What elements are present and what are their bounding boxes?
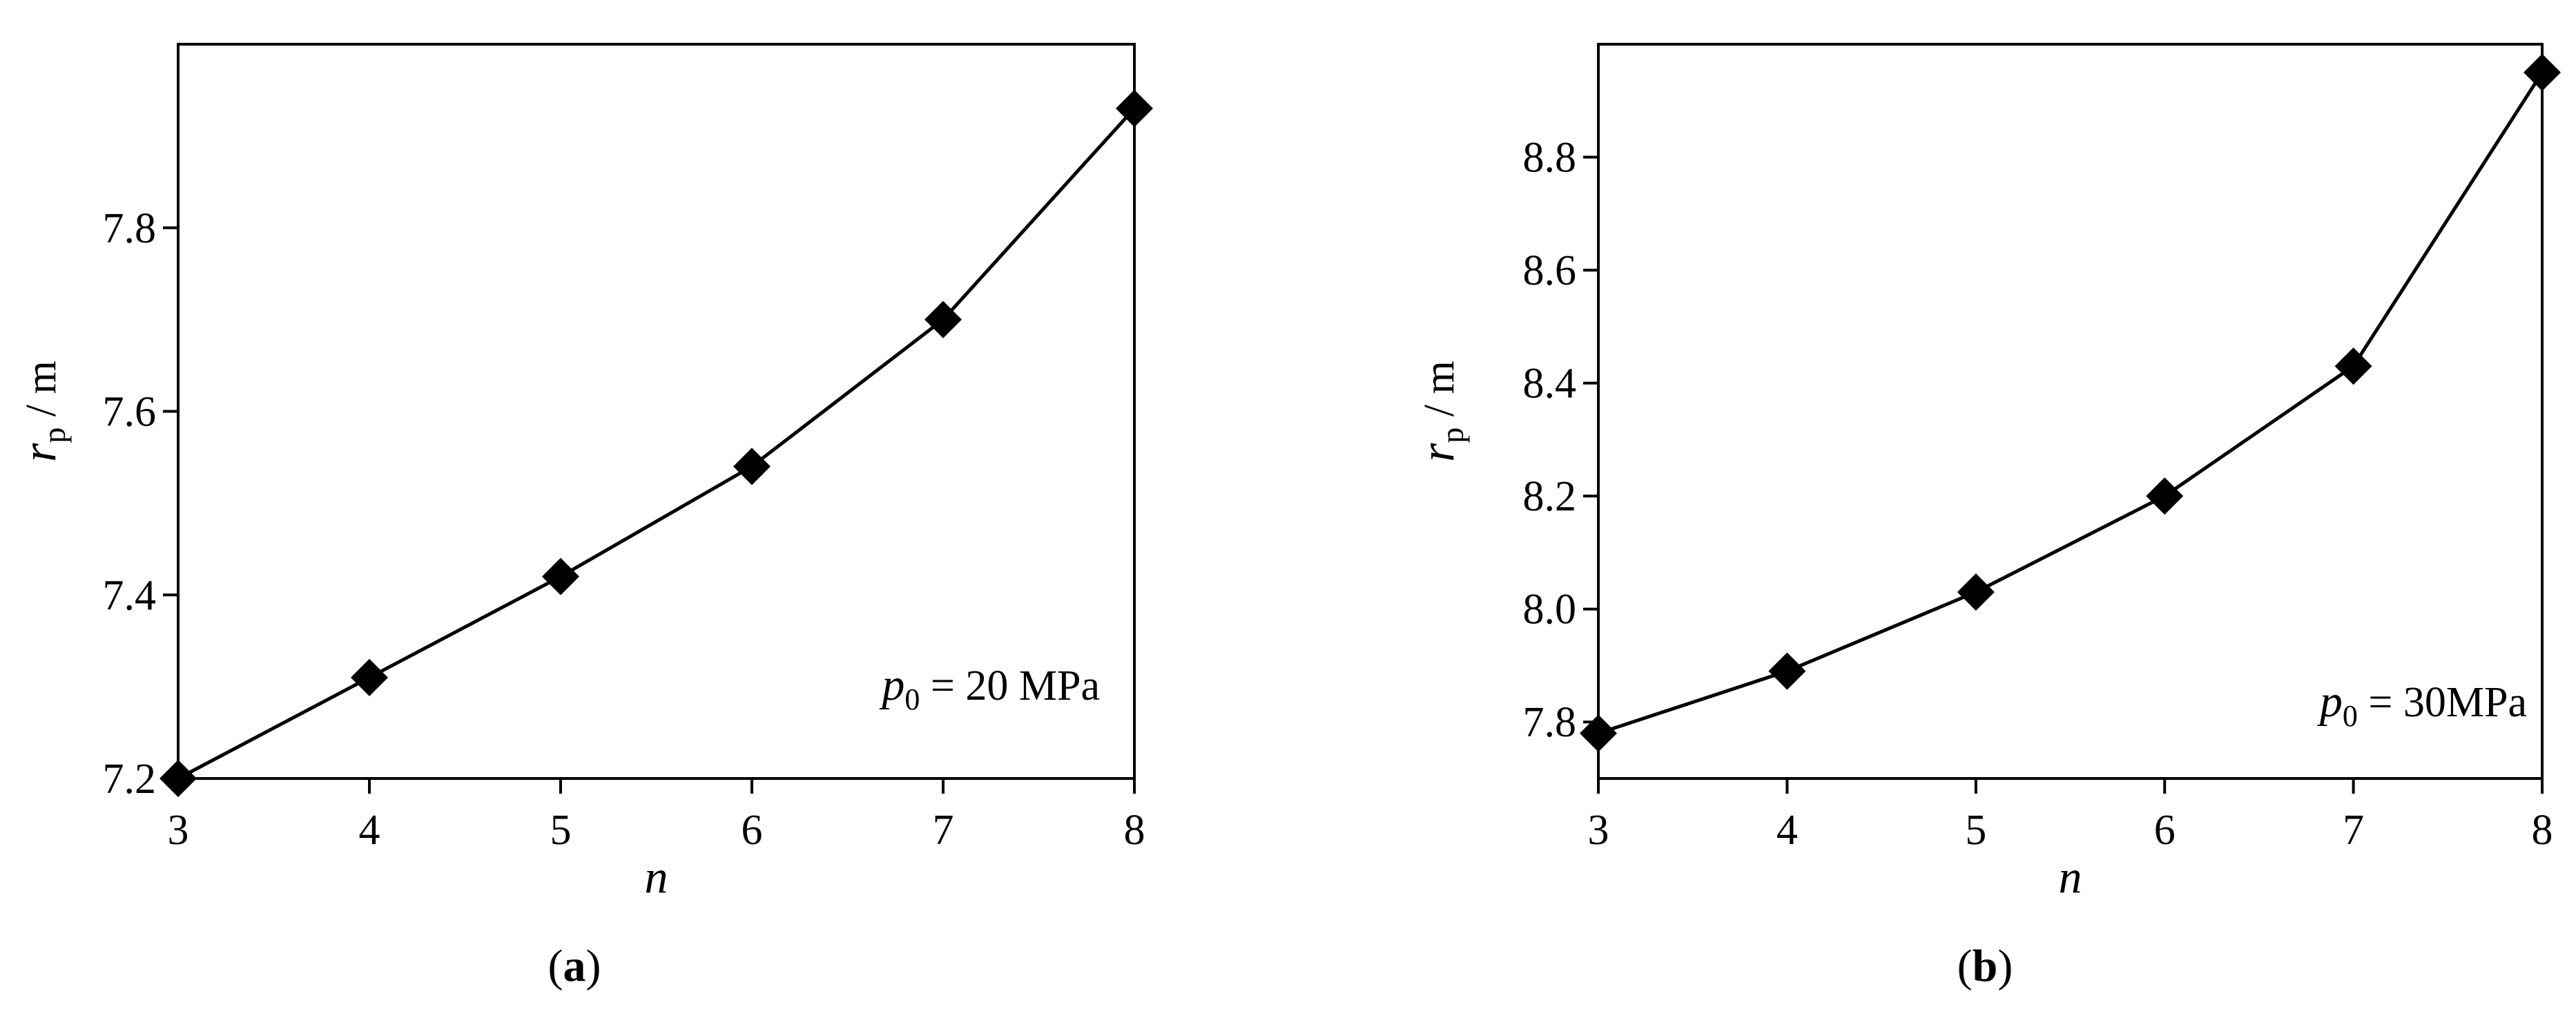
x-tick-label: 3 bbox=[1588, 807, 1609, 854]
series-line bbox=[177, 107, 1136, 781]
y-tick-label: 7.4 bbox=[103, 572, 157, 619]
data-point bbox=[1957, 573, 1995, 611]
data-point bbox=[1580, 714, 1617, 752]
y-tick-label: 8.2 bbox=[1523, 473, 1577, 520]
data-point bbox=[1768, 652, 1806, 690]
pressure-annotation: p0 = 20 MPa bbox=[879, 660, 1100, 716]
panel-label: (a) bbox=[548, 941, 601, 991]
data-point bbox=[2524, 53, 2561, 91]
x-axis-title: n bbox=[2059, 850, 2082, 903]
pressure-annotation: p0 = 30MPa bbox=[2317, 676, 2527, 733]
series-line bbox=[1598, 71, 2544, 735]
y-tick-label: 7.8 bbox=[103, 205, 157, 252]
x-axis-title: n bbox=[645, 850, 668, 903]
x-tick-label: 8 bbox=[1124, 807, 1145, 854]
x-tick-label: 7 bbox=[933, 807, 954, 854]
x-tick-label: 5 bbox=[1965, 807, 1986, 854]
data-point bbox=[924, 300, 962, 338]
data-point bbox=[2146, 477, 2184, 515]
x-tick-label: 4 bbox=[359, 807, 380, 854]
y-tick-label: 7.2 bbox=[103, 756, 157, 803]
x-tick-label: 4 bbox=[1776, 807, 1798, 854]
y-tick-label: 8.6 bbox=[1523, 247, 1577, 294]
y-tick-label: 8.0 bbox=[1523, 586, 1577, 633]
panel-a: 3 4 5 6 7 8 7.2 7.4 7.6 7.8 n rp / m p0 = 20 MPa (a) bbox=[13, 43, 1153, 991]
x-tick-label: 6 bbox=[2154, 807, 2176, 854]
x-tick-label: 6 bbox=[742, 807, 763, 854]
y-tick-label: 8.4 bbox=[1523, 361, 1577, 408]
y-tick-label: 8.8 bbox=[1523, 135, 1577, 182]
x-tick-label: 8 bbox=[2532, 807, 2553, 854]
x-tick-label: 7 bbox=[2343, 807, 2364, 854]
x-tick-label: 3 bbox=[168, 807, 189, 854]
y-tick-label: 7.8 bbox=[1523, 699, 1577, 746]
plot-frame bbox=[1597, 43, 2544, 780]
y-axis-title: rp / m bbox=[1411, 361, 1470, 462]
data-point bbox=[351, 658, 388, 696]
data-point bbox=[1116, 90, 1153, 128]
x-tick-label: 5 bbox=[550, 807, 572, 854]
y-axis-title: rp / m bbox=[13, 361, 72, 462]
data-point bbox=[542, 557, 579, 595]
data-point bbox=[159, 760, 197, 797]
y-tick-label: 7.6 bbox=[103, 389, 157, 436]
data-point bbox=[2334, 347, 2372, 385]
panel-label: (b) bbox=[1957, 941, 2013, 991]
data-point bbox=[733, 448, 771, 486]
panel-b: 3 4 5 6 7 8 7.8 8.0 8.2 8.4 8.6 8.8 n rp / m p0 = 30MP… bbox=[1411, 43, 2561, 991]
